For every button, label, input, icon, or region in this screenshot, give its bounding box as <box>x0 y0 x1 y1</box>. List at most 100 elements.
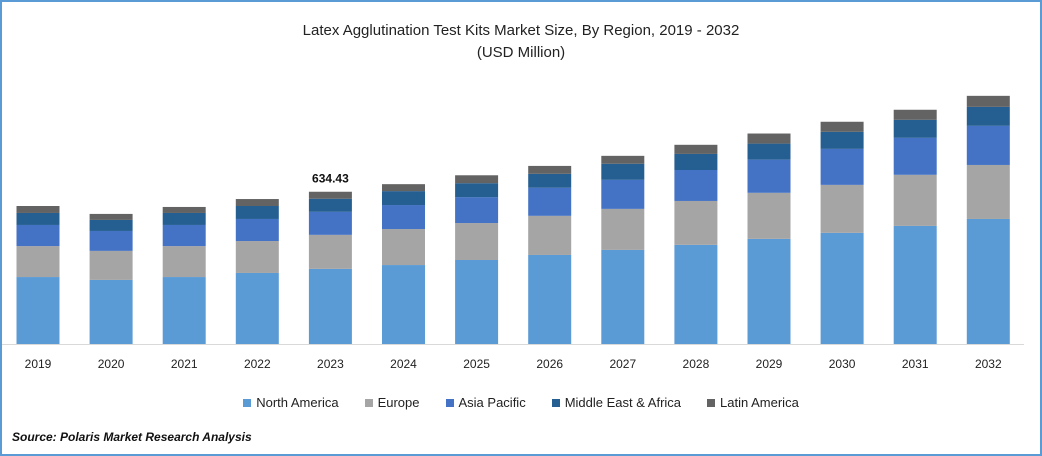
legend-swatch <box>364 398 373 407</box>
legend-item: Asia Pacific <box>445 395 526 410</box>
x-tick-label: 2030 <box>829 357 856 371</box>
x-tick-label: 2031 <box>902 357 929 371</box>
bar-segment-europe-2031 <box>893 174 937 226</box>
bar-segment-north-america-2026 <box>528 254 572 344</box>
bar-segment-europe-2020 <box>89 250 133 280</box>
bar-segment-latin-america-2029 <box>747 133 791 144</box>
stacked-bar-chart: 2019 2020 2021 2022 2023 634.43 2024 2025 2026 20… <box>2 95 1024 371</box>
x-tick-label: 2026 <box>536 357 563 371</box>
bar-segment-north-america-2029 <box>747 238 791 344</box>
bar-segment-asia-pacific-2023 <box>308 211 352 235</box>
bar-segment-latin-america-2027 <box>601 155 645 164</box>
bar-segment-middle-east-africa-2019 <box>16 212 60 225</box>
legend-label: Europe <box>377 395 420 410</box>
bar-segment-north-america-2028 <box>674 244 718 344</box>
bar-segment-north-america-2027 <box>601 249 645 344</box>
bar-segment-asia-pacific-2028 <box>674 170 718 201</box>
bar-segment-north-america-2031 <box>893 225 937 344</box>
legend-label: North America <box>256 395 339 410</box>
bar-segment-europe-2026 <box>528 215 572 255</box>
bar-segment-middle-east-africa-2030 <box>820 131 864 149</box>
data-label: 634.43 <box>312 172 349 186</box>
bar-segment-asia-pacific-2025 <box>455 197 499 224</box>
legend-item: Europe <box>364 395 420 410</box>
bar-segment-latin-america-2032 <box>966 95 1010 107</box>
bar-segment-europe-2027 <box>601 208 645 250</box>
bar-segment-north-america-2019 <box>16 277 60 344</box>
bar-segment-europe-2021 <box>162 246 206 278</box>
bar-segment-europe-2032 <box>966 164 1010 219</box>
bar-segment-latin-america-2021 <box>162 206 206 213</box>
bar-segment-latin-america-2023 <box>308 191 352 199</box>
bar-segment-europe-2030 <box>820 184 864 233</box>
bar-segment-latin-america-2019 <box>16 206 60 213</box>
bar-segment-asia-pacific-2020 <box>89 230 133 251</box>
bar-segment-latin-america-2025 <box>455 175 499 184</box>
legend: North America Europe Asia Pacific Middle Ea… <box>0 395 1042 410</box>
bar-segment-latin-america-2026 <box>528 165 572 174</box>
bar-segment-latin-america-2022 <box>235 199 279 206</box>
legend-swatch <box>243 398 252 407</box>
bar-segment-asia-pacific-2027 <box>601 179 645 209</box>
source-note: Source: Polaris Market Research Analysis <box>12 430 252 444</box>
bar-segment-asia-pacific-2021 <box>162 224 206 247</box>
bar-segment-north-america-2024 <box>382 265 425 344</box>
bar-segment-latin-america-2024 <box>382 184 425 192</box>
bar-segment-europe-2025 <box>455 223 499 260</box>
bar-segment-asia-pacific-2019 <box>16 224 60 247</box>
bar-segment-middle-east-africa-2028 <box>674 153 718 170</box>
legend-label: Latin America <box>720 395 799 410</box>
x-tick-label: 2023 <box>317 357 344 371</box>
bar-segment-middle-east-africa-2029 <box>747 143 791 160</box>
bar-segment-asia-pacific-2024 <box>382 205 425 230</box>
bar-segment-latin-america-2030 <box>820 121 864 132</box>
bar-segment-middle-east-africa-2022 <box>235 206 279 219</box>
bar-segment-north-america-2021 <box>162 277 206 344</box>
x-tick-label: 2029 <box>756 357 783 371</box>
bar-segment-asia-pacific-2022 <box>235 218 279 242</box>
bar-segment-europe-2019 <box>16 246 60 278</box>
bar-segment-middle-east-africa-2026 <box>528 173 572 188</box>
legend-item: Middle East & Africa <box>551 395 682 410</box>
chart-title: Latex Agglutination Test Kits Market Siz… <box>302 22 740 39</box>
bar-segment-middle-east-africa-2024 <box>382 191 425 206</box>
legend-swatch <box>551 398 560 407</box>
bar-segment-europe-2028 <box>674 200 718 245</box>
bar-segment-middle-east-africa-2032 <box>966 106 1010 126</box>
x-tick-label: 2022 <box>244 357 271 371</box>
bar-segment-middle-east-africa-2025 <box>455 183 499 198</box>
bar-segment-asia-pacific-2031 <box>893 137 937 175</box>
bar-segment-north-america-2025 <box>455 260 499 344</box>
x-tick-label: 2020 <box>98 357 125 371</box>
bar-segment-europe-2023 <box>308 234 352 269</box>
bar-segment-europe-2022 <box>235 241 279 273</box>
bar-segment-asia-pacific-2026 <box>528 187 572 216</box>
bar-segment-north-america-2020 <box>89 279 133 344</box>
bar-segment-latin-america-2028 <box>674 144 718 154</box>
bar-segment-middle-east-africa-2021 <box>162 212 206 225</box>
chart-subtitle: (USD Million) <box>476 44 566 61</box>
bar-segment-europe-2029 <box>747 192 791 239</box>
bar-segment-latin-america-2020 <box>89 213 133 220</box>
bar-segment-latin-america-2031 <box>893 109 937 120</box>
bar-segment-asia-pacific-2032 <box>966 125 1010 165</box>
bar-segment-asia-pacific-2029 <box>747 159 791 193</box>
x-tick-label: 2028 <box>683 357 710 371</box>
bar-segment-middle-east-africa-2023 <box>308 198 352 212</box>
x-tick-label: 2021 <box>171 357 198 371</box>
bar-segment-north-america-2022 <box>235 272 279 344</box>
bar-segment-asia-pacific-2030 <box>820 148 864 185</box>
x-tick-label: 2019 <box>25 357 52 371</box>
x-tick-label: 2032 <box>975 357 1002 371</box>
legend-item: North America <box>243 395 339 410</box>
bar-segment-north-america-2023 <box>308 268 352 344</box>
bar-segment-middle-east-africa-2027 <box>601 163 645 180</box>
x-tick-label: 2027 <box>609 357 636 371</box>
legend-label: Asia Pacific <box>458 395 526 410</box>
bar-segment-middle-east-africa-2020 <box>89 219 133 231</box>
legend-item: Latin America <box>707 395 799 410</box>
bar-segment-middle-east-africa-2031 <box>893 119 937 138</box>
legend-label: Middle East & Africa <box>564 395 682 410</box>
bar-segment-europe-2024 <box>382 229 425 266</box>
